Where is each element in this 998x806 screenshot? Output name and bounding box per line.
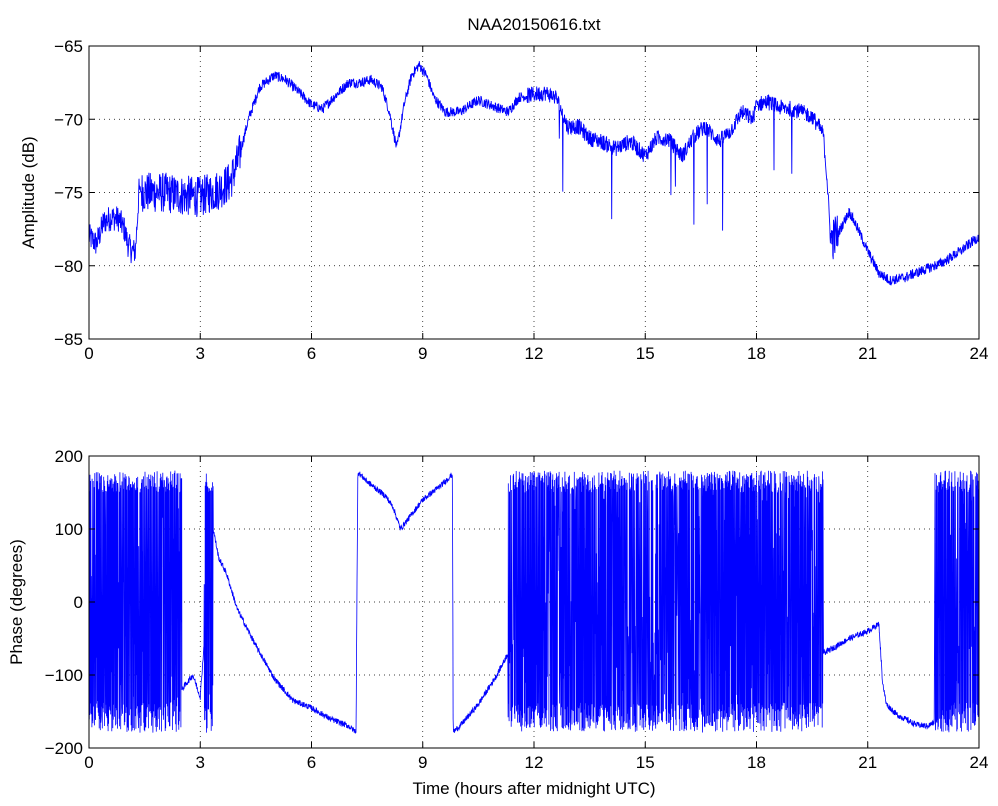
phase-xtick-label: 15 bbox=[636, 753, 655, 772]
figure-title: NAA20150616.txt bbox=[467, 15, 601, 34]
amplitude-plot: 0 3 6 9 12 15 18 21 24 −85 −80 −75 −70 −65 Amplitude (… bbox=[19, 37, 988, 363]
phase-plot: 0 3 6 9 12 15 18 21 24 −200 −100 0 100 200 Phase (degr… bbox=[7, 447, 988, 798]
phase-ytick-label: 100 bbox=[55, 520, 83, 539]
phase-ytick-label: −200 bbox=[45, 739, 83, 758]
phase-ytick-label: 200 bbox=[55, 447, 83, 466]
amplitude-ytick-label: −80 bbox=[54, 257, 83, 276]
amplitude-xtick-label: 15 bbox=[636, 344, 655, 363]
amplitude-ytick-label: −75 bbox=[54, 184, 83, 203]
amplitude-xtick-label: 0 bbox=[84, 344, 93, 363]
phase-xtick-label: 9 bbox=[418, 753, 427, 772]
amplitude-ytick-label: −85 bbox=[54, 330, 83, 349]
amplitude-xtick-label: 9 bbox=[418, 344, 427, 363]
amplitude-xtick-label: 24 bbox=[970, 344, 989, 363]
phase-ytick-label: −100 bbox=[45, 666, 83, 685]
phase-xtick-label: 18 bbox=[747, 753, 766, 772]
phase-xtick-label: 21 bbox=[858, 753, 877, 772]
phase-xtick-label: 0 bbox=[84, 753, 93, 772]
amplitude-ytick-label: −65 bbox=[54, 37, 83, 56]
amplitude-series-line bbox=[88, 61, 980, 286]
amplitude-xtick-label: 3 bbox=[196, 344, 205, 363]
phase-xtick-label: 24 bbox=[970, 753, 989, 772]
phase-xtick-label: 6 bbox=[307, 753, 316, 772]
phase-series-line bbox=[88, 470, 980, 734]
phase-ylabel: Phase (degrees) bbox=[7, 539, 26, 665]
amplitude-xtick-label: 6 bbox=[307, 344, 316, 363]
amplitude-ylabel: Amplitude (dB) bbox=[19, 136, 38, 248]
phase-xlabel: Time (hours after midnight UTC) bbox=[412, 779, 655, 798]
amplitude-xtick-label: 12 bbox=[525, 344, 544, 363]
phase-xtick-label: 3 bbox=[196, 753, 205, 772]
amplitude-ytick-label: −70 bbox=[54, 110, 83, 129]
amplitude-xtick-label: 21 bbox=[858, 344, 877, 363]
amplitude-xtick-label: 18 bbox=[747, 344, 766, 363]
phase-ytick-label: 0 bbox=[74, 593, 83, 612]
phase-xtick-label: 12 bbox=[525, 753, 544, 772]
